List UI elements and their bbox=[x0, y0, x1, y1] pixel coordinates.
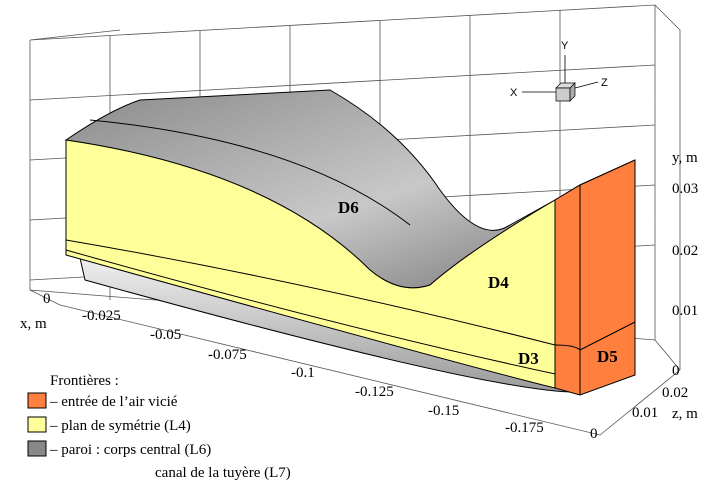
legend-title: Frontières : bbox=[50, 373, 119, 389]
tick-label: 0 bbox=[590, 426, 598, 442]
triad-label: Z bbox=[601, 77, 608, 89]
region-label: D3 bbox=[518, 349, 539, 368]
tick-label: -0.025 bbox=[82, 308, 121, 324]
legend-item: – plan de symétrie (L4) bbox=[49, 418, 191, 434]
inlet bbox=[555, 160, 635, 395]
diagram: D6 D4 D3 D5 x, m 0 -0.025 -0.05 -0.075 -… bbox=[0, 0, 728, 487]
region-label: D6 bbox=[338, 198, 359, 217]
axis-label: y, m bbox=[672, 150, 698, 166]
axis-label: x, m bbox=[20, 316, 47, 332]
axis-label: z, m bbox=[672, 406, 698, 422]
tick-label: 0.02 bbox=[662, 385, 688, 401]
legend-item: canal de la tuyère (L7) bbox=[155, 465, 291, 481]
tick-label: 0 bbox=[43, 291, 51, 307]
tick-label: -0.05 bbox=[150, 327, 181, 343]
tick-label: 0.03 bbox=[672, 181, 698, 197]
tick-label: 0.02 bbox=[672, 243, 698, 259]
triad-label: X bbox=[510, 87, 518, 99]
tick-label: -0.1 bbox=[291, 365, 315, 381]
tick-label: 0 bbox=[672, 363, 680, 379]
legend-item: – entrée de l’air vicié bbox=[49, 394, 178, 410]
tick-label: 0.01 bbox=[632, 405, 658, 421]
tick-label: -0.125 bbox=[355, 384, 394, 400]
legend-item: – paroi : corps central (L6) bbox=[49, 442, 211, 458]
region-label: D5 bbox=[597, 347, 618, 366]
triad-label: Y bbox=[561, 40, 569, 52]
tick-label: 0.01 bbox=[672, 303, 698, 319]
tick-label: -0.175 bbox=[505, 420, 544, 436]
tick-label: -0.075 bbox=[208, 347, 247, 363]
tick-label: -0.15 bbox=[428, 403, 459, 419]
region-label: D4 bbox=[488, 273, 509, 292]
legend: Frontières : – entrée de l’air vicié – p… bbox=[28, 373, 291, 481]
